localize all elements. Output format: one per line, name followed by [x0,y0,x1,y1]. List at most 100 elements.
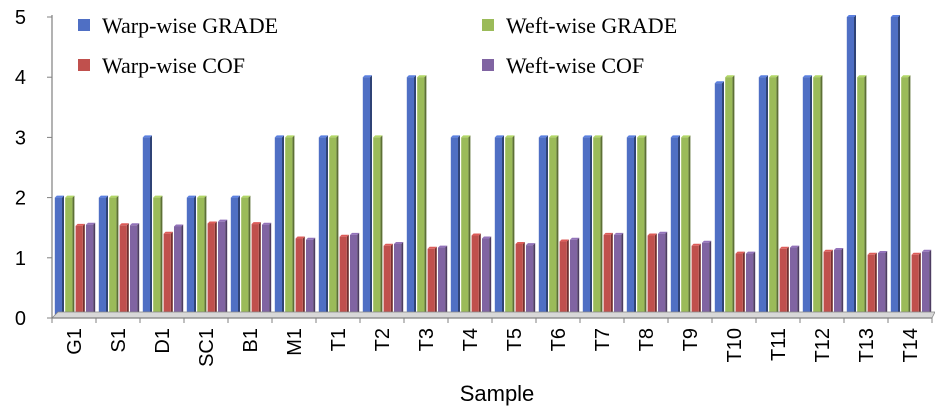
bar-top [406,75,416,78]
bar-top [65,195,75,198]
bar [218,219,228,318]
bar-top [274,135,284,138]
bar-side [302,236,305,318]
bar-front [658,233,666,318]
bar [119,223,129,318]
bar-side [722,81,724,318]
bar-side [654,233,657,318]
legend-item: Warp-wise COF [78,53,245,78]
bar [207,221,217,318]
bar-side [82,223,85,318]
bar-front [670,137,678,318]
bar [285,135,295,318]
x-tick-label: T12 [812,328,834,362]
bar-front [295,238,303,318]
bar-side [885,250,888,318]
bar-front [647,235,655,318]
bar-front [691,245,699,318]
bar-front [461,137,469,318]
bar-front [153,197,161,318]
bar-side [732,75,735,318]
bar-front [417,77,425,318]
bar-front [406,77,414,318]
bar-top [318,135,328,138]
bar-side [502,135,504,318]
bar [350,232,360,318]
bar-side [621,232,624,318]
bar [482,236,492,318]
bar-side [533,243,536,318]
bar [769,75,779,318]
bar-front [197,197,205,318]
legend-item: Weft-wise COF [482,53,644,78]
bar-front [890,17,898,318]
bar-front [769,77,777,318]
bar [75,223,85,318]
bar-front [230,197,238,318]
bar [658,231,668,318]
bar [593,135,603,318]
bar-top [911,252,921,255]
y-tick-label: 3 [15,127,26,149]
bar [153,195,163,318]
bar-side [820,75,823,318]
bar [582,135,592,318]
x-tick-label: T11 [768,328,790,361]
bar-top [482,236,492,239]
bar [241,195,251,318]
bar [746,251,756,318]
bar-side [424,75,427,318]
bar-side [336,135,339,318]
bar-front [207,223,215,318]
bar-front [857,77,865,318]
bar [702,240,712,318]
bar [714,81,724,318]
bar-top [251,222,261,225]
bar-side [742,251,745,318]
bar-top [637,135,647,138]
bar-top [582,135,592,138]
bar-top [878,250,888,253]
x-tick-label: T13 [856,328,878,362]
bar [626,135,636,318]
bar-side [248,195,251,318]
bar-top [570,237,580,240]
bar-front [109,197,117,318]
bar-top [538,135,548,138]
bar-side [269,222,272,318]
bar-side [918,252,921,318]
bar-side [401,241,404,318]
bar [834,247,844,318]
bar-side [678,135,680,318]
bar-front [823,251,831,318]
legend: Warp-wise GRADE Weft-wise GRADE Warp-wise … [78,13,677,78]
y-tick-label: 4 [15,67,26,89]
bar-front [515,243,523,318]
bar [406,75,416,318]
x-tick-label: T10 [724,328,746,362]
bar-side [489,236,492,318]
bar-side [830,249,833,318]
bar-front [262,224,270,318]
bar-top [846,15,856,17]
bar-front [867,254,875,318]
bars-group [54,15,932,318]
bar-top [329,135,339,138]
x-tick-label: T3 [416,328,438,351]
legend-item: Weft-wise GRADE [482,13,677,38]
bar-front [714,83,722,318]
bar-front [394,243,402,318]
bar-top [438,245,448,248]
bar [758,75,768,318]
bar-top [186,195,196,198]
bar [681,135,691,318]
bar-top [626,135,636,138]
bar [670,135,680,318]
bar [362,75,372,318]
bar-front [735,253,743,318]
bar-front [306,239,314,318]
bar-top [735,251,745,254]
bar [306,237,316,318]
bar-top [746,251,756,254]
